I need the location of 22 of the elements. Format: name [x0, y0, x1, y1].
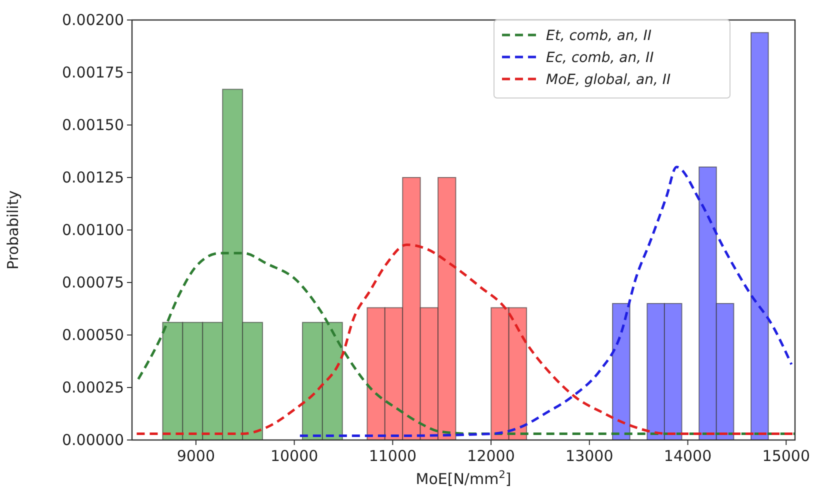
- y-tick-label: 0.00025: [62, 378, 124, 396]
- x-tick-label: 11000: [368, 447, 417, 465]
- y-tick-label: 0.00000: [62, 431, 124, 449]
- x-axis-title: MoE[N/mm$^{2}$]: [416, 469, 512, 488]
- line-series: [298, 166, 793, 438]
- legend-label: Et, comb, an, II: [546, 28, 652, 44]
- y-tick-label: 0.00050: [62, 326, 124, 344]
- legend-label: Ec, comb, an, II: [546, 50, 654, 66]
- legend-label: MoE, global, an, II: [546, 72, 671, 88]
- x-tick-label: 12000: [467, 447, 515, 465]
- y-tick-label: 0.00100: [62, 221, 124, 239]
- y-axis-title: Probability: [4, 190, 22, 270]
- y-tick-label: 0.00150: [62, 116, 124, 134]
- y-tick-label: 0.00175: [62, 64, 124, 82]
- x-tick-label: 10000: [270, 447, 318, 465]
- x-tick-label: 15000: [762, 447, 810, 465]
- y-tick-label: 0.00075: [62, 274, 124, 292]
- y-tick-label: 0.00200: [62, 11, 124, 29]
- x-tick-label: 13000: [566, 447, 614, 465]
- x-tick-label: 14000: [664, 447, 712, 465]
- x-tick-label: 9000: [176, 447, 216, 465]
- y-tick-label: 0.00125: [62, 168, 124, 186]
